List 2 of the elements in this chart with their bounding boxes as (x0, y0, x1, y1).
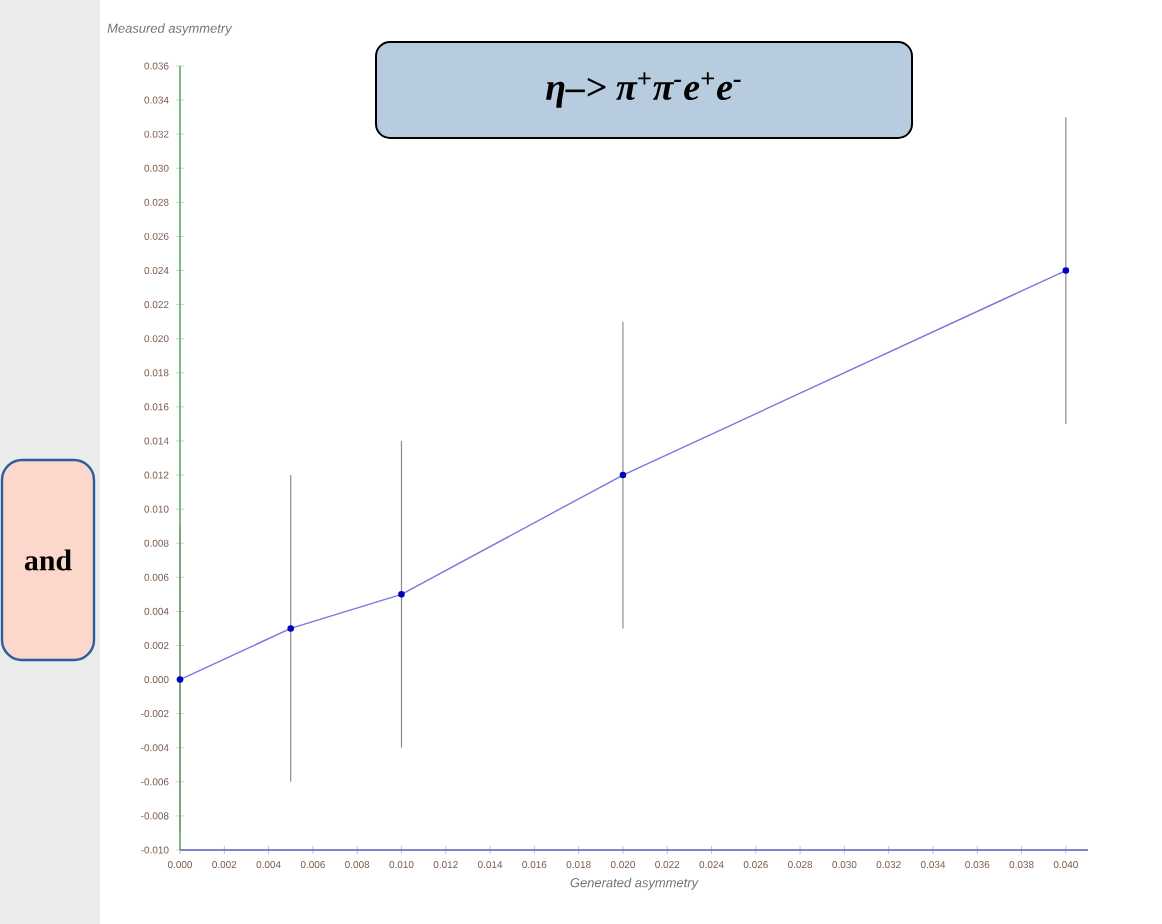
chart-title: η–> π$^{+}$π$^{-}$e$^{+}$e$^{-}$ (546, 72, 741, 108)
text: and (24, 549, 72, 571)
